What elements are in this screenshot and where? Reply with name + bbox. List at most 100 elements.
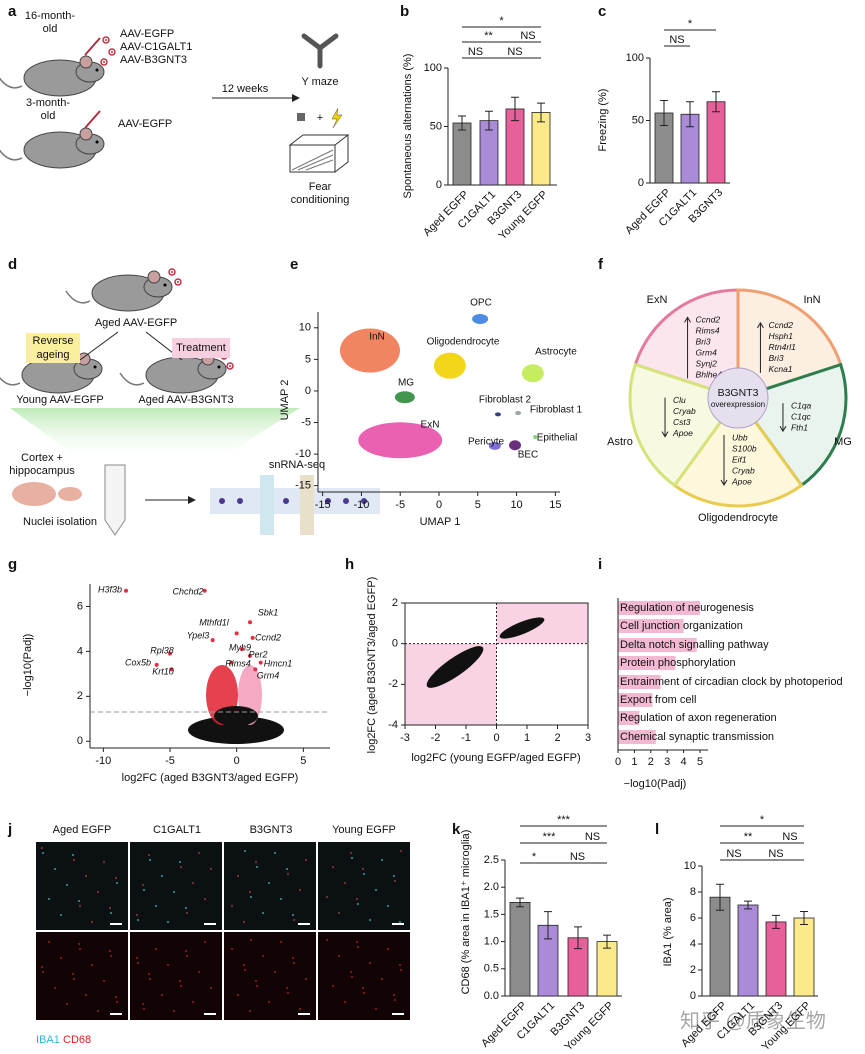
cell-speck: [204, 941, 206, 943]
column-label: Aged EGFP: [53, 824, 112, 836]
cell-speck: [293, 919, 295, 921]
panel-letter: g: [8, 556, 17, 573]
x-tick-label: 5: [475, 499, 481, 511]
cell-speck: [60, 914, 62, 916]
point-label: Cox5b: [125, 657, 151, 667]
micrograph: [130, 842, 222, 930]
cell-speck: [186, 955, 188, 957]
point: [248, 620, 252, 625]
x-axis-label: log2FC (aged B3GNT3/aged EGFP): [122, 772, 299, 784]
cell-speck: [369, 962, 371, 964]
cluster: [515, 411, 522, 416]
panel-letter: h: [345, 556, 354, 573]
point-label: Rims4: [225, 658, 251, 668]
label-box: [172, 338, 230, 358]
cluster: [472, 313, 489, 324]
y-tick-label: 6: [77, 600, 83, 612]
gene-label: Bri3: [768, 353, 783, 363]
term-label: Delta notch signalling pathway: [620, 639, 769, 651]
y-tick-label: -2: [388, 678, 398, 690]
cell-speck: [256, 866, 258, 868]
cell-speck: [326, 896, 328, 898]
cell-speck: [250, 939, 252, 941]
point-cloud: [214, 706, 258, 726]
y-tick-label: 0: [690, 990, 696, 1002]
label: AAV-C1GALT1: [120, 41, 192, 53]
ymaze-icon: [301, 33, 339, 69]
cell-speck: [155, 905, 157, 907]
cell-speck: [210, 987, 212, 989]
cell-speck: [344, 1001, 346, 1003]
point: [250, 635, 255, 640]
point-label: Ypel3: [187, 630, 210, 640]
cell-speck: [231, 905, 233, 907]
bar: [618, 675, 661, 689]
point: [202, 588, 207, 593]
stain-label: CD68: [63, 1034, 91, 1046]
cell-speck: [326, 939, 328, 941]
cell-speck: [66, 884, 68, 886]
arrow-head: [661, 431, 669, 438]
cell-speck: [299, 889, 301, 891]
column-label: Young EGFP: [332, 824, 396, 836]
y-tick-label: 10: [299, 322, 311, 334]
sector-label: Astro: [607, 436, 633, 448]
cell-speck: [287, 873, 289, 875]
point: [248, 653, 252, 658]
cell-speck: [198, 971, 200, 973]
point-cloud: [426, 646, 484, 688]
x-tick-label: -10: [95, 755, 111, 767]
gene-label: Hsph1: [768, 331, 793, 341]
point: [168, 651, 172, 656]
cell-speck: [149, 859, 151, 861]
point-label: Krt10: [152, 666, 174, 676]
cell-speck: [399, 921, 401, 923]
gene-label: C1qc: [791, 411, 812, 421]
label: Treatment: [176, 342, 226, 354]
cell-speck: [91, 921, 93, 923]
y-tick-label: -4: [388, 719, 398, 731]
cell-speck: [136, 914, 138, 916]
cell-speck: [73, 978, 75, 980]
gene-label: Bri3: [696, 337, 711, 347]
x-tick-label: 1: [524, 732, 530, 744]
cell-speck: [268, 1001, 270, 1003]
error-bar: [603, 934, 611, 949]
center-circle: [707, 367, 769, 429]
x-tick-label: 3: [664, 756, 670, 768]
cell-speck: [243, 921, 245, 923]
cell-speck: [344, 882, 346, 884]
error-bar: [544, 911, 552, 940]
bar: [531, 112, 551, 186]
cell-speck: [60, 957, 62, 959]
cluster: [521, 364, 544, 383]
panel-letter: d: [8, 256, 17, 273]
cluster: [358, 422, 443, 459]
cell-speck: [305, 978, 307, 980]
cell-speck: [231, 948, 233, 950]
significance-label: *: [760, 814, 765, 826]
panel-letter: j: [7, 821, 12, 838]
cell-speck: [381, 978, 383, 980]
micrograph: [130, 932, 222, 1020]
cell-speck: [351, 976, 353, 978]
point-label: Hmcn1: [264, 658, 293, 668]
point-label: BEC: [518, 450, 539, 461]
micrograph: [318, 842, 410, 930]
bar: [618, 711, 640, 725]
cell-speck: [356, 898, 358, 900]
cluster: [433, 352, 466, 379]
bar: [618, 619, 684, 633]
y-tick-label: 2: [690, 964, 696, 976]
cluster: [533, 435, 538, 440]
bar: [509, 902, 531, 997]
x-tick-label: 3: [585, 732, 591, 744]
cell-speck: [400, 850, 402, 852]
sector: [633, 288, 740, 401]
cell-speck: [85, 875, 87, 877]
cell-speck: [180, 985, 182, 987]
x-tick-label: 15: [549, 499, 561, 511]
cell-speck: [137, 919, 139, 921]
gene-label: Ccnd2: [768, 320, 793, 330]
